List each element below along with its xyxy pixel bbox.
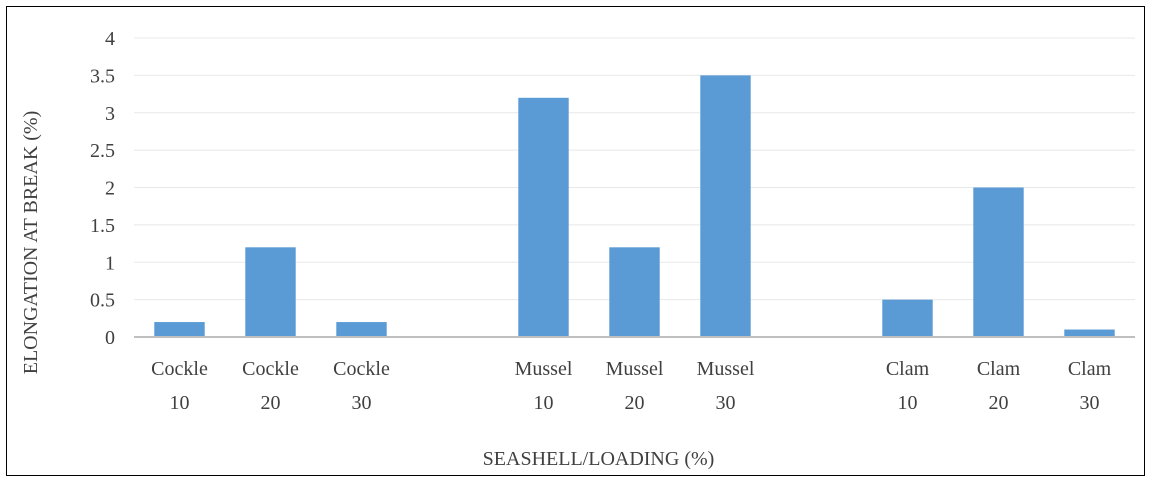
bars	[154, 75, 1115, 337]
x-category-label: Cockle	[333, 358, 390, 380]
bar	[973, 187, 1024, 337]
x-category-sublabel: 30	[352, 392, 372, 414]
chart-frame: 0 0.5 1 1.5 2 2.5 3 3.5 4 Cockle 10 Cockle 20 Cockle…	[6, 6, 1145, 476]
x-category-sublabel: 20	[625, 392, 645, 414]
bar	[154, 322, 205, 337]
x-category-sublabel: 30	[716, 392, 736, 414]
bar-chart: 00.511.522.533.54 Cockle10Cockle20Cockle…	[20, 28, 1135, 470]
x-category-sublabel: 30	[1080, 392, 1100, 414]
x-category-sublabel: 10	[170, 392, 190, 414]
y-tick-label: 4	[105, 28, 115, 50]
y-tick-label: 2.5	[90, 140, 115, 162]
y-tick-label: 0	[105, 327, 115, 349]
y-tick-label: 2	[105, 178, 115, 200]
bar	[1064, 329, 1115, 337]
x-axis-title: SEASHELL/LOADING (%)	[483, 448, 715, 470]
y-tick-labels: 0 0.5 1 1.5 2 2.5 3 3.5 4	[90, 28, 115, 349]
gridlines	[134, 37, 1135, 301]
x-category-label: Clam	[886, 358, 930, 380]
bar	[245, 247, 296, 337]
x-category-labels: Cockle 10 Cockle 20 Cockle 30 Mussel 10 Mussel 20…	[151, 358, 1111, 414]
bar	[518, 97, 569, 337]
x-category-label: Mussel	[515, 358, 573, 380]
x-category-sublabel: 20	[261, 392, 281, 414]
y-tick-label: 1.5	[90, 215, 115, 237]
y-tick-label: 3.5	[90, 65, 115, 87]
y-axis-title: ELONGATION AT BREAK (%)	[20, 111, 42, 375]
x-category-sublabel: 10	[534, 392, 554, 414]
y-tick-label: 3	[105, 103, 115, 125]
bar	[882, 299, 933, 337]
y-tick-label: 0.5	[90, 290, 115, 312]
x-category-label: Cockle	[242, 358, 299, 380]
x-category-label: Clam	[977, 358, 1021, 380]
x-category-sublabel: 20	[989, 392, 1009, 414]
bar	[336, 322, 387, 337]
bar	[609, 247, 660, 337]
x-category-label: Mussel	[606, 358, 664, 380]
y-tick-label: 1	[105, 252, 115, 274]
x-category-label: Cockle	[151, 358, 208, 380]
x-category-sublabel: 10	[898, 392, 918, 414]
x-category-label: Mussel	[697, 358, 755, 380]
x-category-label: Clam	[1068, 358, 1112, 380]
bar	[700, 75, 751, 337]
